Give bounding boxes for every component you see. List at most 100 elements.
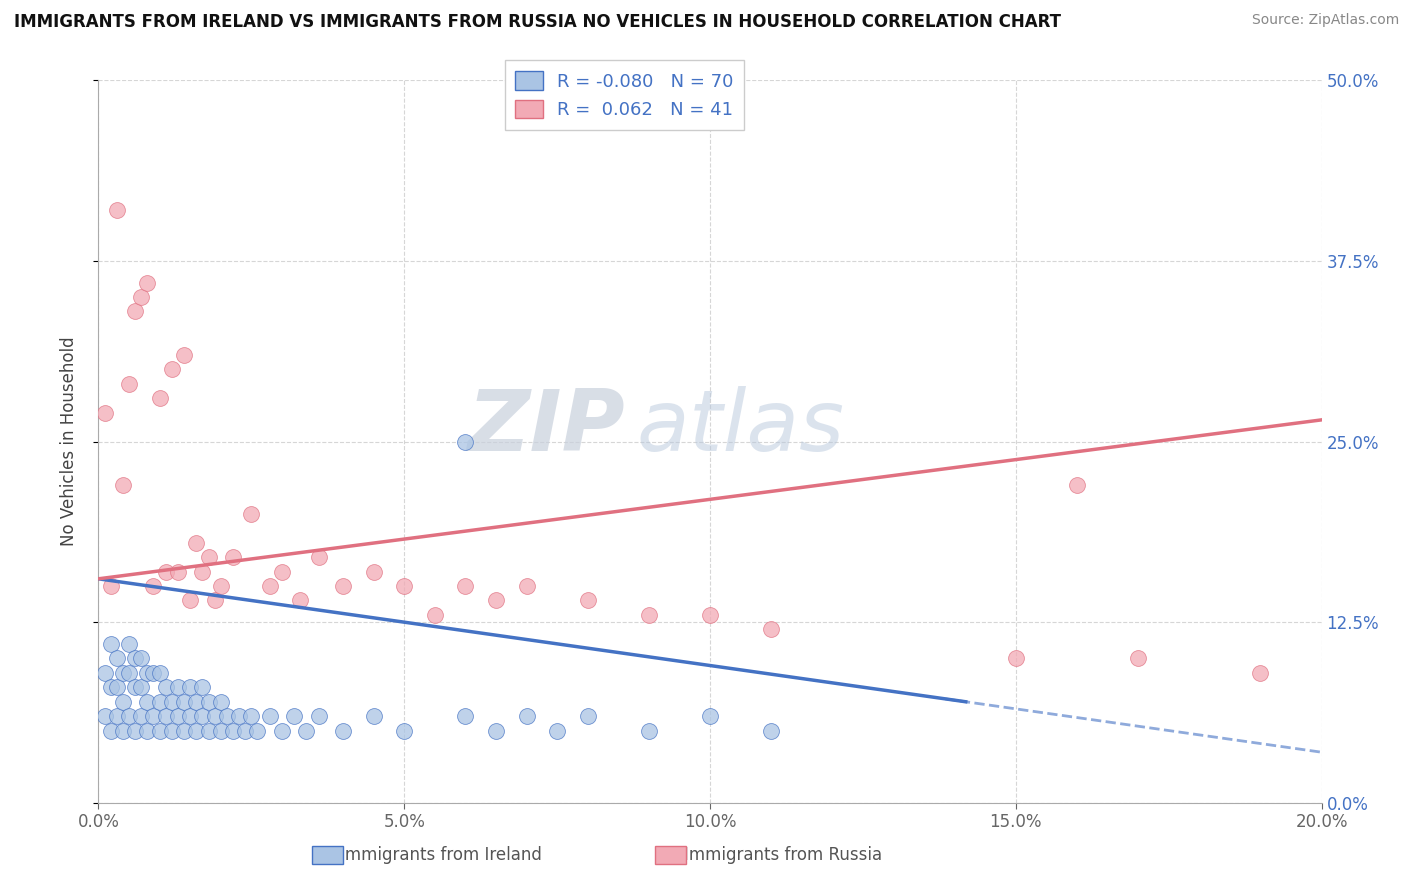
Point (392, 723, 416, 738)
Point (160, 695, 183, 709)
Point (363, 709, 385, 723)
Point (576, 593, 599, 607)
Point (246, 723, 269, 738)
Point (111, 695, 134, 709)
Point (204, 709, 226, 723)
Point (485, 723, 508, 738)
Point (1066, 478, 1088, 492)
Point (173, 723, 195, 738)
Point (308, 709, 330, 723)
Point (118, 637, 141, 651)
Point (197, 723, 219, 738)
Point (1249, 665, 1271, 680)
Point (308, 550, 330, 565)
Point (167, 709, 190, 723)
Point (270, 723, 292, 738)
Point (186, 695, 208, 709)
Point (295, 723, 318, 738)
Point (179, 680, 201, 694)
Point (332, 723, 354, 738)
Point (191, 565, 214, 579)
Point (191, 709, 214, 723)
Point (240, 709, 263, 723)
Point (160, 723, 183, 738)
Point (209, 579, 232, 593)
FancyBboxPatch shape (312, 847, 343, 864)
Point (516, 709, 538, 723)
Point (197, 695, 219, 709)
Point (186, 535, 208, 549)
Point (142, 665, 165, 680)
Point (136, 723, 159, 738)
Text: ZIP: ZIP (467, 385, 624, 468)
Point (270, 565, 292, 579)
Point (93, 406, 115, 420)
Point (100, 723, 122, 738)
Point (546, 723, 568, 738)
Point (111, 478, 134, 492)
Point (1128, 651, 1150, 665)
Point (454, 434, 477, 449)
Point (142, 709, 165, 723)
Point (105, 680, 128, 694)
Point (129, 709, 152, 723)
Point (197, 550, 219, 565)
Point (423, 607, 446, 622)
Point (173, 695, 195, 709)
Text: Source: ZipAtlas.com: Source: ZipAtlas.com (1251, 13, 1399, 28)
Point (124, 651, 146, 665)
Point (240, 507, 263, 521)
Point (111, 665, 134, 680)
Point (129, 651, 152, 665)
Point (204, 593, 226, 607)
Point (259, 709, 281, 723)
Point (290, 593, 312, 607)
Point (222, 723, 245, 738)
Point (332, 579, 354, 593)
Text: IMMIGRANTS FROM IRELAND VS IMMIGRANTS FROM RUSSIA NO VEHICLES IN HOUSEHOLD CORRE: IMMIGRANTS FROM IRELAND VS IMMIGRANTS FR… (14, 13, 1062, 31)
Point (149, 665, 172, 680)
Point (155, 680, 177, 694)
Point (759, 623, 782, 637)
Point (167, 680, 190, 694)
Point (149, 695, 172, 709)
Point (576, 709, 599, 723)
Point (179, 709, 201, 723)
Point (111, 723, 134, 738)
Point (105, 709, 128, 723)
Point (149, 391, 172, 405)
Point (259, 579, 281, 593)
Point (105, 651, 128, 665)
Point (118, 709, 141, 723)
Point (105, 203, 128, 218)
Point (173, 348, 195, 362)
Point (215, 709, 238, 723)
Text: Immigrants from Russia: Immigrants from Russia (685, 847, 883, 864)
Point (124, 723, 146, 738)
Point (100, 680, 122, 694)
Point (637, 607, 661, 622)
Text: atlas: atlas (637, 385, 845, 468)
Point (142, 579, 165, 593)
Point (118, 376, 141, 391)
Point (228, 709, 250, 723)
Point (454, 579, 477, 593)
Point (233, 723, 256, 738)
Point (363, 565, 385, 579)
Y-axis label: No Vehicles in Household: No Vehicles in Household (59, 336, 77, 547)
FancyBboxPatch shape (655, 847, 686, 864)
Point (209, 695, 232, 709)
Point (637, 723, 661, 738)
Point (160, 362, 183, 376)
Point (155, 709, 177, 723)
Point (129, 680, 152, 694)
Point (100, 579, 122, 593)
Point (1004, 651, 1026, 665)
Point (93, 665, 115, 680)
Point (485, 593, 508, 607)
Point (191, 680, 214, 694)
Point (392, 579, 416, 593)
Point (136, 276, 159, 290)
Point (179, 593, 201, 607)
Point (222, 550, 245, 565)
